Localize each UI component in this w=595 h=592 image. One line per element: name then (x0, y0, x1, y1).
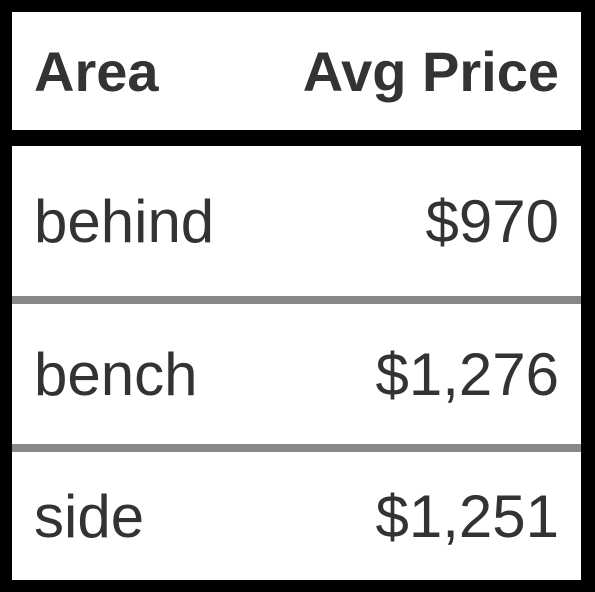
price-table: Area Avg Price behind $970 bench $1,276 … (12, 12, 581, 580)
table-row: bench $1,276 (12, 304, 581, 444)
cell-area: behind (34, 187, 215, 255)
cell-avg-price: $1,276 (375, 340, 559, 408)
cell-area: bench (34, 340, 198, 408)
row-divider (12, 444, 581, 452)
cell-area: side (34, 482, 145, 550)
row-divider (12, 296, 581, 304)
cell-avg-price: $970 (425, 187, 559, 255)
table-row: side $1,251 (12, 452, 581, 580)
table-row: behind $970 (12, 146, 581, 296)
column-header-area: Area (34, 39, 159, 103)
column-header-avg-price: Avg Price (302, 39, 559, 103)
cell-avg-price: $1,251 (375, 482, 559, 550)
table-header-row: Area Avg Price (12, 12, 581, 130)
